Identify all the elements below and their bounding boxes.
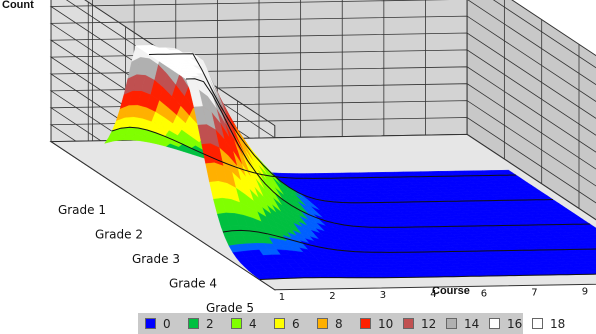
- legend-swatch: [145, 318, 156, 329]
- legend-label: 6: [292, 316, 300, 331]
- legend-item: 14: [446, 317, 482, 331]
- legend-item: 16: [489, 317, 525, 331]
- legend-label: 4: [249, 316, 257, 331]
- grade-tick-label: Grade 4: [169, 277, 217, 291]
- legend-swatch: [446, 318, 457, 329]
- course-tick-label: 9: [582, 287, 588, 298]
- course-tick-label: 3: [380, 290, 386, 301]
- grade-tick-label: Grade 3: [132, 252, 180, 266]
- legend-label: 10: [378, 316, 394, 331]
- legend-item: 4: [231, 317, 267, 331]
- legend-item: 10: [360, 317, 396, 331]
- course-tick-label: 4: [430, 289, 436, 300]
- legend-swatch: [231, 318, 242, 329]
- course-tick-label: 6: [481, 288, 487, 299]
- legend-label: 2: [206, 316, 214, 331]
- course-tick-label: 7: [531, 287, 537, 298]
- legend-swatch: [188, 318, 199, 329]
- legend-label: 12: [421, 316, 437, 331]
- legend-swatch: [532, 318, 543, 329]
- grade-tick-label: Grade 5: [206, 301, 254, 315]
- grade-tick-label: Grade 2: [95, 228, 143, 242]
- legend-label: 14: [464, 316, 480, 331]
- grade-surface-line: [148, 53, 554, 204]
- legend-swatch: [274, 318, 285, 329]
- grade-surface-line: [111, 126, 517, 179]
- legend-label: 8: [335, 316, 343, 331]
- legend-item: 12: [403, 317, 439, 331]
- grade-surface-line: [222, 229, 596, 253]
- grade-surface-line: [259, 273, 596, 280]
- grade-surface-line: [185, 78, 591, 228]
- z-axis-title: Count: [2, 0, 34, 11]
- legend-swatch: [403, 318, 414, 329]
- course-axis-title: Course: [432, 285, 470, 297]
- legend-swatch: [489, 318, 500, 329]
- course-tick-label: 1: [279, 292, 285, 303]
- legend-item: 0: [145, 317, 181, 331]
- legend-label: 0: [163, 316, 171, 331]
- color-legend: 0 2 4 6 8 10 12 14 16 18: [138, 313, 565, 334]
- legend-swatch: [317, 318, 328, 329]
- legend-label: 16: [507, 316, 523, 331]
- legend-item: 8: [317, 317, 353, 331]
- legend-item: 6: [274, 317, 310, 331]
- legend-item: 18: [532, 317, 568, 331]
- course-tick-label: 2: [329, 291, 335, 302]
- grade-tick-label: Grade 1: [58, 203, 106, 217]
- legend-label: 18: [550, 316, 566, 331]
- legend-swatch: [360, 318, 371, 329]
- legend-item: 2: [188, 317, 224, 331]
